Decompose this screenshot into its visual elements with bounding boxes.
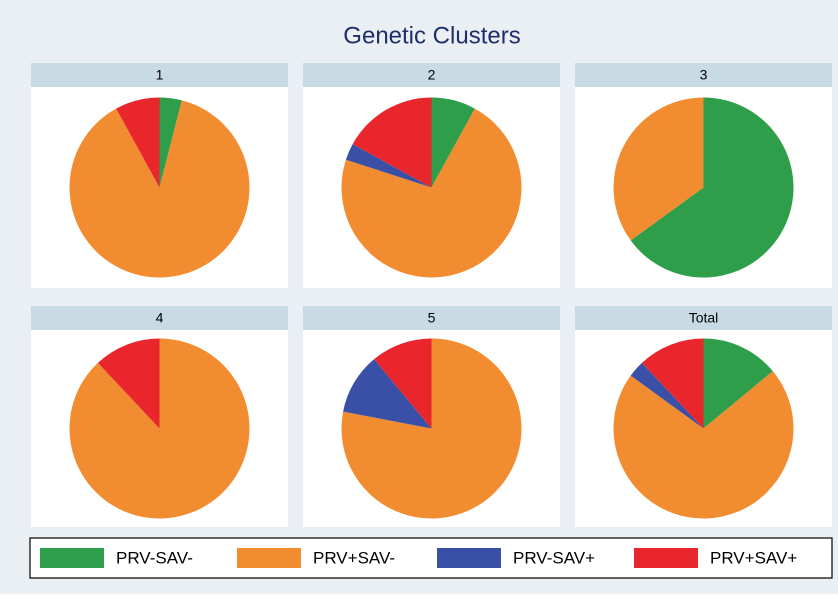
pie-slice <box>630 97 794 278</box>
panel-header <box>575 306 832 330</box>
pie-slice <box>374 338 432 429</box>
panel-title: 3 <box>700 67 708 83</box>
panel-header <box>31 306 288 330</box>
pie-slice <box>345 144 432 188</box>
panel-header <box>31 63 288 87</box>
legend-label: PRV+SAV- <box>313 548 395 567</box>
pie-slice <box>69 338 250 519</box>
chart-title: Genetic Clusters <box>343 22 520 49</box>
legend-box <box>29 537 833 579</box>
pie-slice <box>641 338 704 429</box>
panel-title: 4 <box>156 310 164 326</box>
legend-swatch <box>437 548 501 568</box>
legend-label: PRV+SAV+ <box>710 548 797 567</box>
pie-slice <box>69 100 250 278</box>
legend-label: PRV-SAV- <box>116 548 193 567</box>
pie-slice <box>630 362 704 429</box>
pie-slice <box>352 97 432 188</box>
panel-header <box>303 306 560 330</box>
pie-slice <box>159 97 182 188</box>
pie-slice <box>116 97 160 188</box>
pie-slice <box>703 338 773 429</box>
pie-slice <box>341 108 522 278</box>
pie-slice <box>343 359 432 429</box>
panel-header <box>575 63 832 87</box>
legend-label: PRV-SAV+ <box>513 548 595 567</box>
panel-title: 2 <box>428 67 436 83</box>
panel-title: Total <box>689 310 719 326</box>
panel-header <box>303 63 560 87</box>
legend-swatch <box>237 548 301 568</box>
pie-slice <box>613 371 794 519</box>
pie-slice <box>431 97 475 188</box>
pie-slice <box>97 338 160 429</box>
pie-slice <box>613 97 704 241</box>
legend-swatch <box>40 548 104 568</box>
panel-title: 1 <box>156 67 164 83</box>
legend-swatch <box>634 548 698 568</box>
panel-title: 5 <box>428 310 436 326</box>
